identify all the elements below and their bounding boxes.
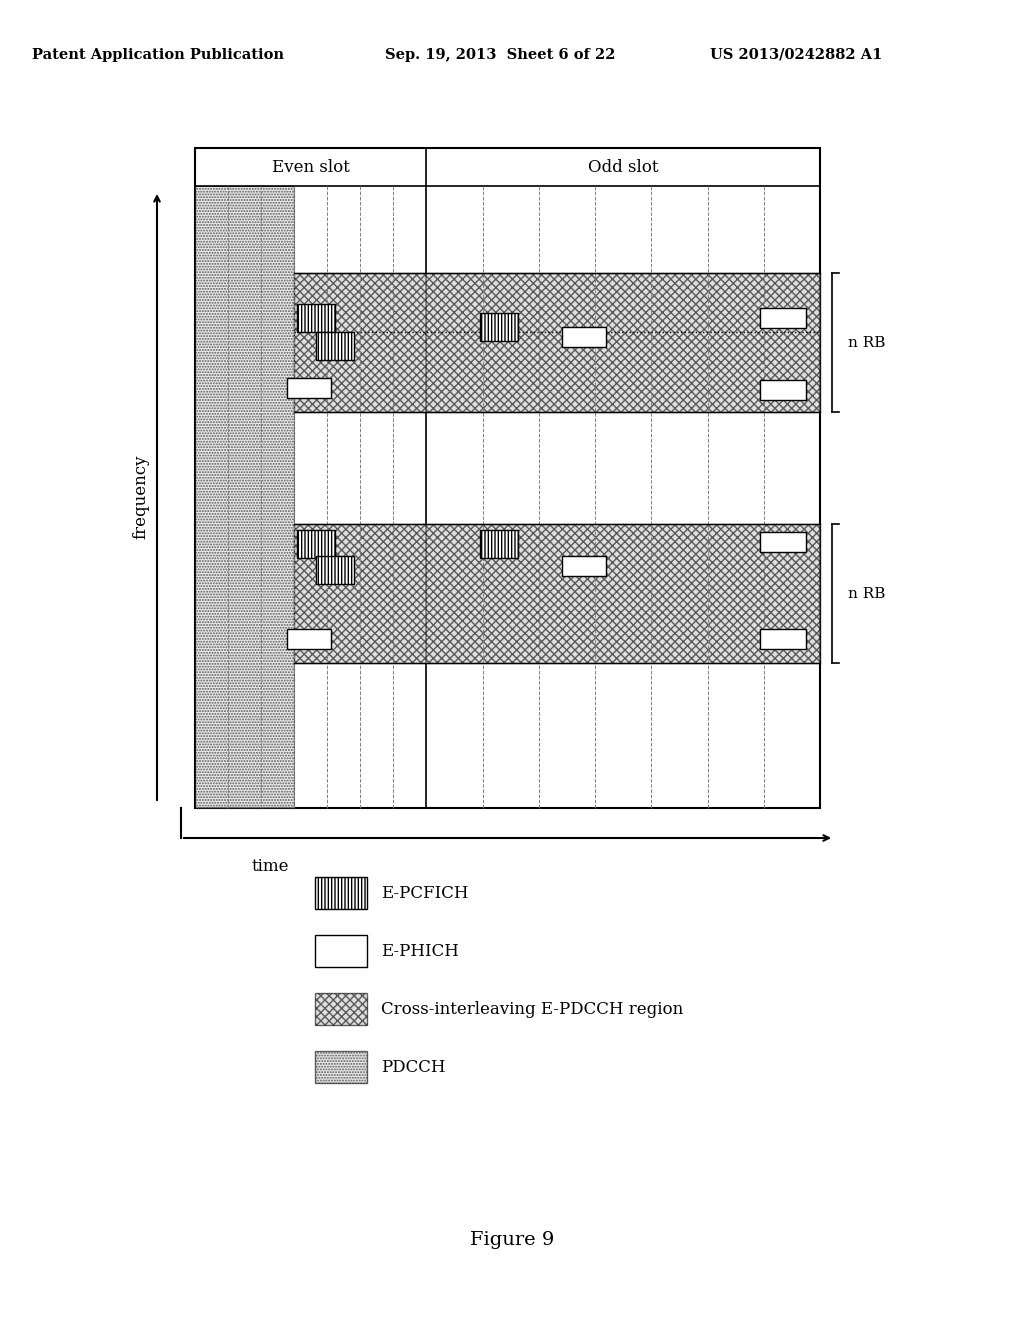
Text: E-PHICH: E-PHICH — [381, 942, 459, 960]
Text: time: time — [251, 858, 289, 875]
Bar — [480, 313, 518, 341]
Bar — [287, 378, 331, 399]
Bar — [297, 304, 335, 331]
Bar — [294, 524, 820, 663]
Bar — [297, 531, 335, 558]
Bar — [315, 935, 367, 968]
Text: Sep. 19, 2013  Sheet 6 of 22: Sep. 19, 2013 Sheet 6 of 22 — [385, 48, 615, 62]
Bar — [195, 186, 294, 808]
Bar — [287, 628, 331, 649]
Text: US 2013/0242882 A1: US 2013/0242882 A1 — [710, 48, 883, 62]
Bar — [315, 1051, 367, 1082]
Bar — [480, 531, 518, 558]
Bar — [761, 532, 807, 552]
Text: frequency: frequency — [132, 455, 150, 540]
Bar — [316, 331, 354, 359]
Text: E-PCFICH: E-PCFICH — [381, 884, 469, 902]
Text: Patent Application Publication: Patent Application Publication — [32, 48, 284, 62]
Text: Even slot: Even slot — [271, 160, 349, 177]
Bar — [562, 556, 606, 577]
Bar — [761, 628, 807, 649]
Text: n RB: n RB — [848, 335, 886, 350]
Text: PDCCH: PDCCH — [381, 1059, 445, 1076]
Text: Figure 9: Figure 9 — [470, 1232, 554, 1249]
Text: Odd slot: Odd slot — [588, 160, 658, 177]
Bar — [195, 148, 820, 808]
Text: Cross-interleaving E-PDCCH region: Cross-interleaving E-PDCCH region — [381, 1001, 683, 1018]
Bar — [761, 308, 807, 327]
Bar — [761, 380, 807, 400]
Bar — [316, 556, 354, 585]
Bar — [315, 876, 367, 909]
Bar — [562, 326, 606, 347]
Bar — [294, 273, 820, 412]
Bar — [315, 993, 367, 1026]
Text: n RB: n RB — [848, 586, 886, 601]
